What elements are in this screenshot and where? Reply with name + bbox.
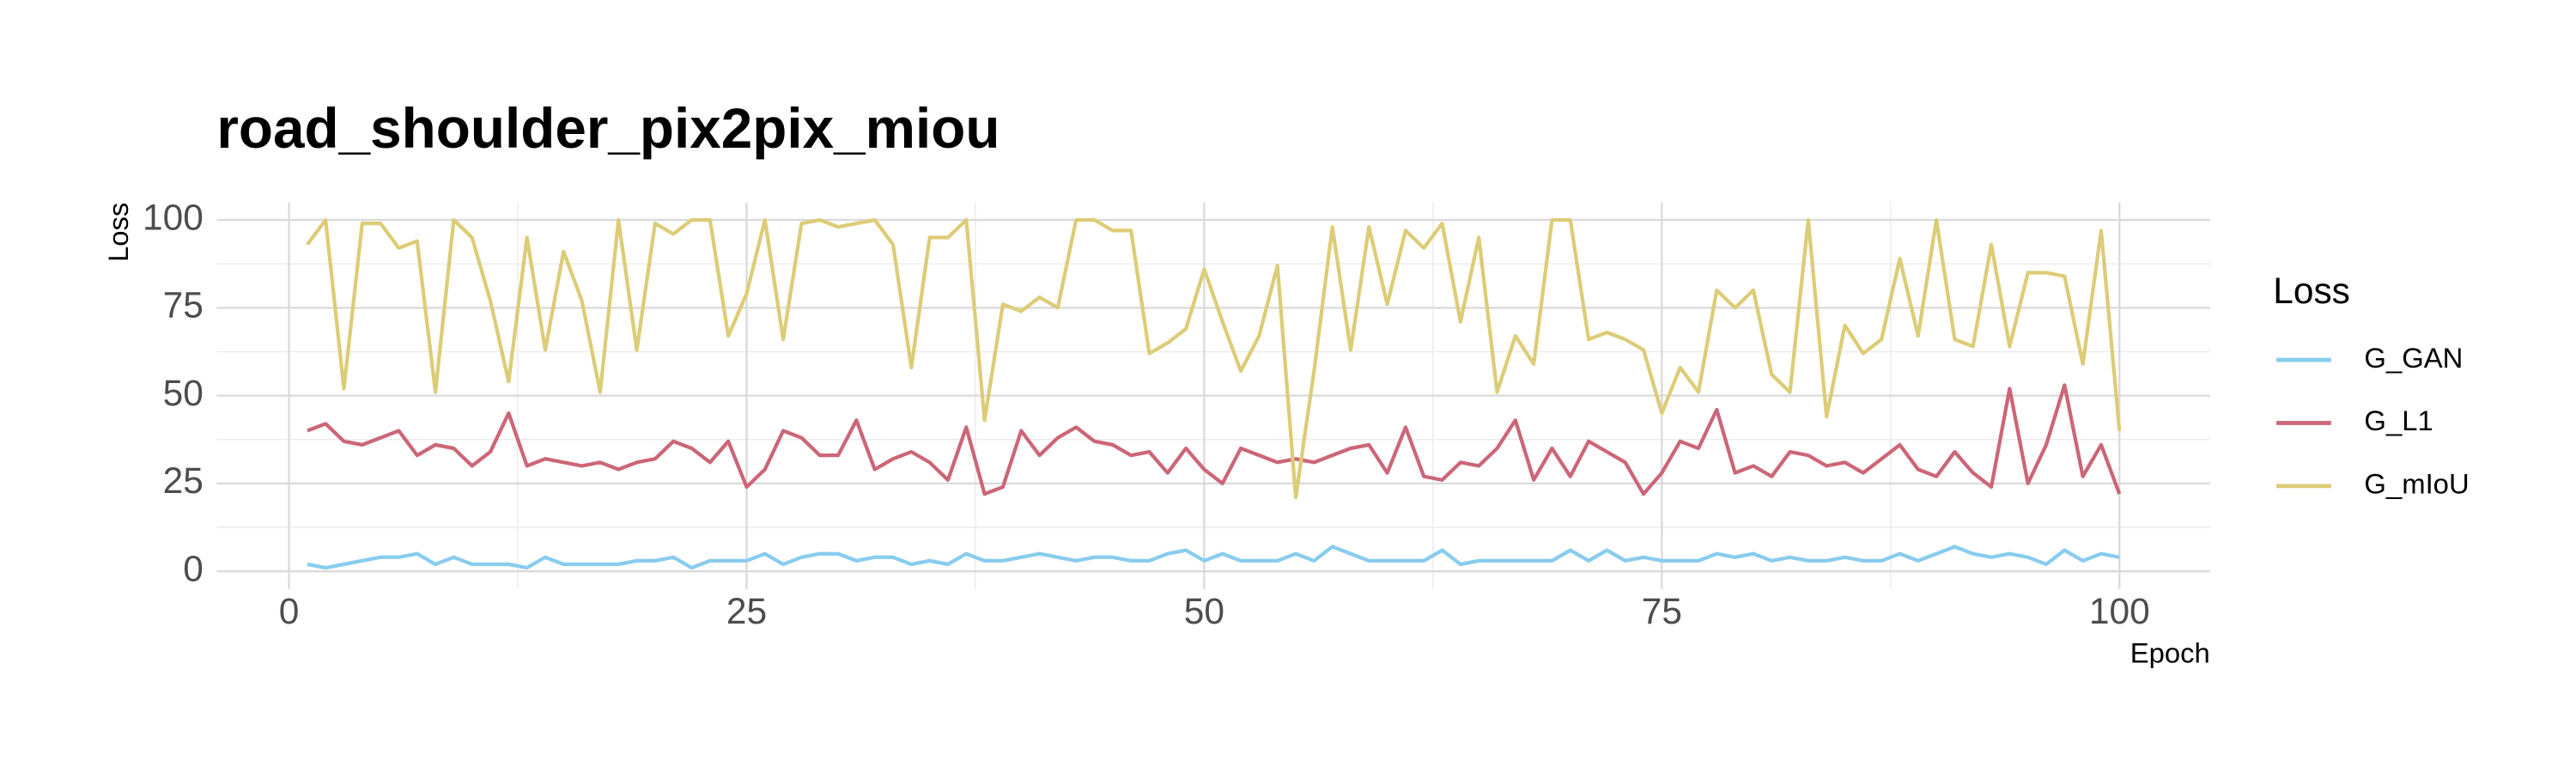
legend-label: G_GAN (2364, 342, 2463, 374)
data-line (306, 217, 2122, 500)
y-tick-label: 75 (163, 286, 204, 326)
x-tick-label: 50 (1184, 592, 1224, 632)
y-tick-label: 50 (163, 374, 204, 414)
data-line (307, 383, 2122, 496)
legend-label: G_L1 (2364, 405, 2433, 436)
x-tick-label: 100 (2089, 592, 2150, 632)
legend-label: G_mIoU (2364, 468, 2469, 500)
legend-title: Loss (2273, 271, 2350, 312)
y-tick-label: 0 (183, 549, 204, 589)
y-tick-label: 25 (163, 461, 204, 502)
x-tick-label: 25 (726, 592, 767, 632)
x-tick-label: 75 (1642, 592, 1682, 632)
chart-title: road_shoulder_pix2pix_miou (216, 97, 999, 160)
y-axis-title: Loss (102, 203, 134, 262)
y-tick-label: 100 (143, 198, 204, 238)
x-tick-label: 0 (279, 592, 300, 632)
data-line (307, 545, 2120, 570)
x-axis-title: Epoch (2130, 637, 2210, 669)
